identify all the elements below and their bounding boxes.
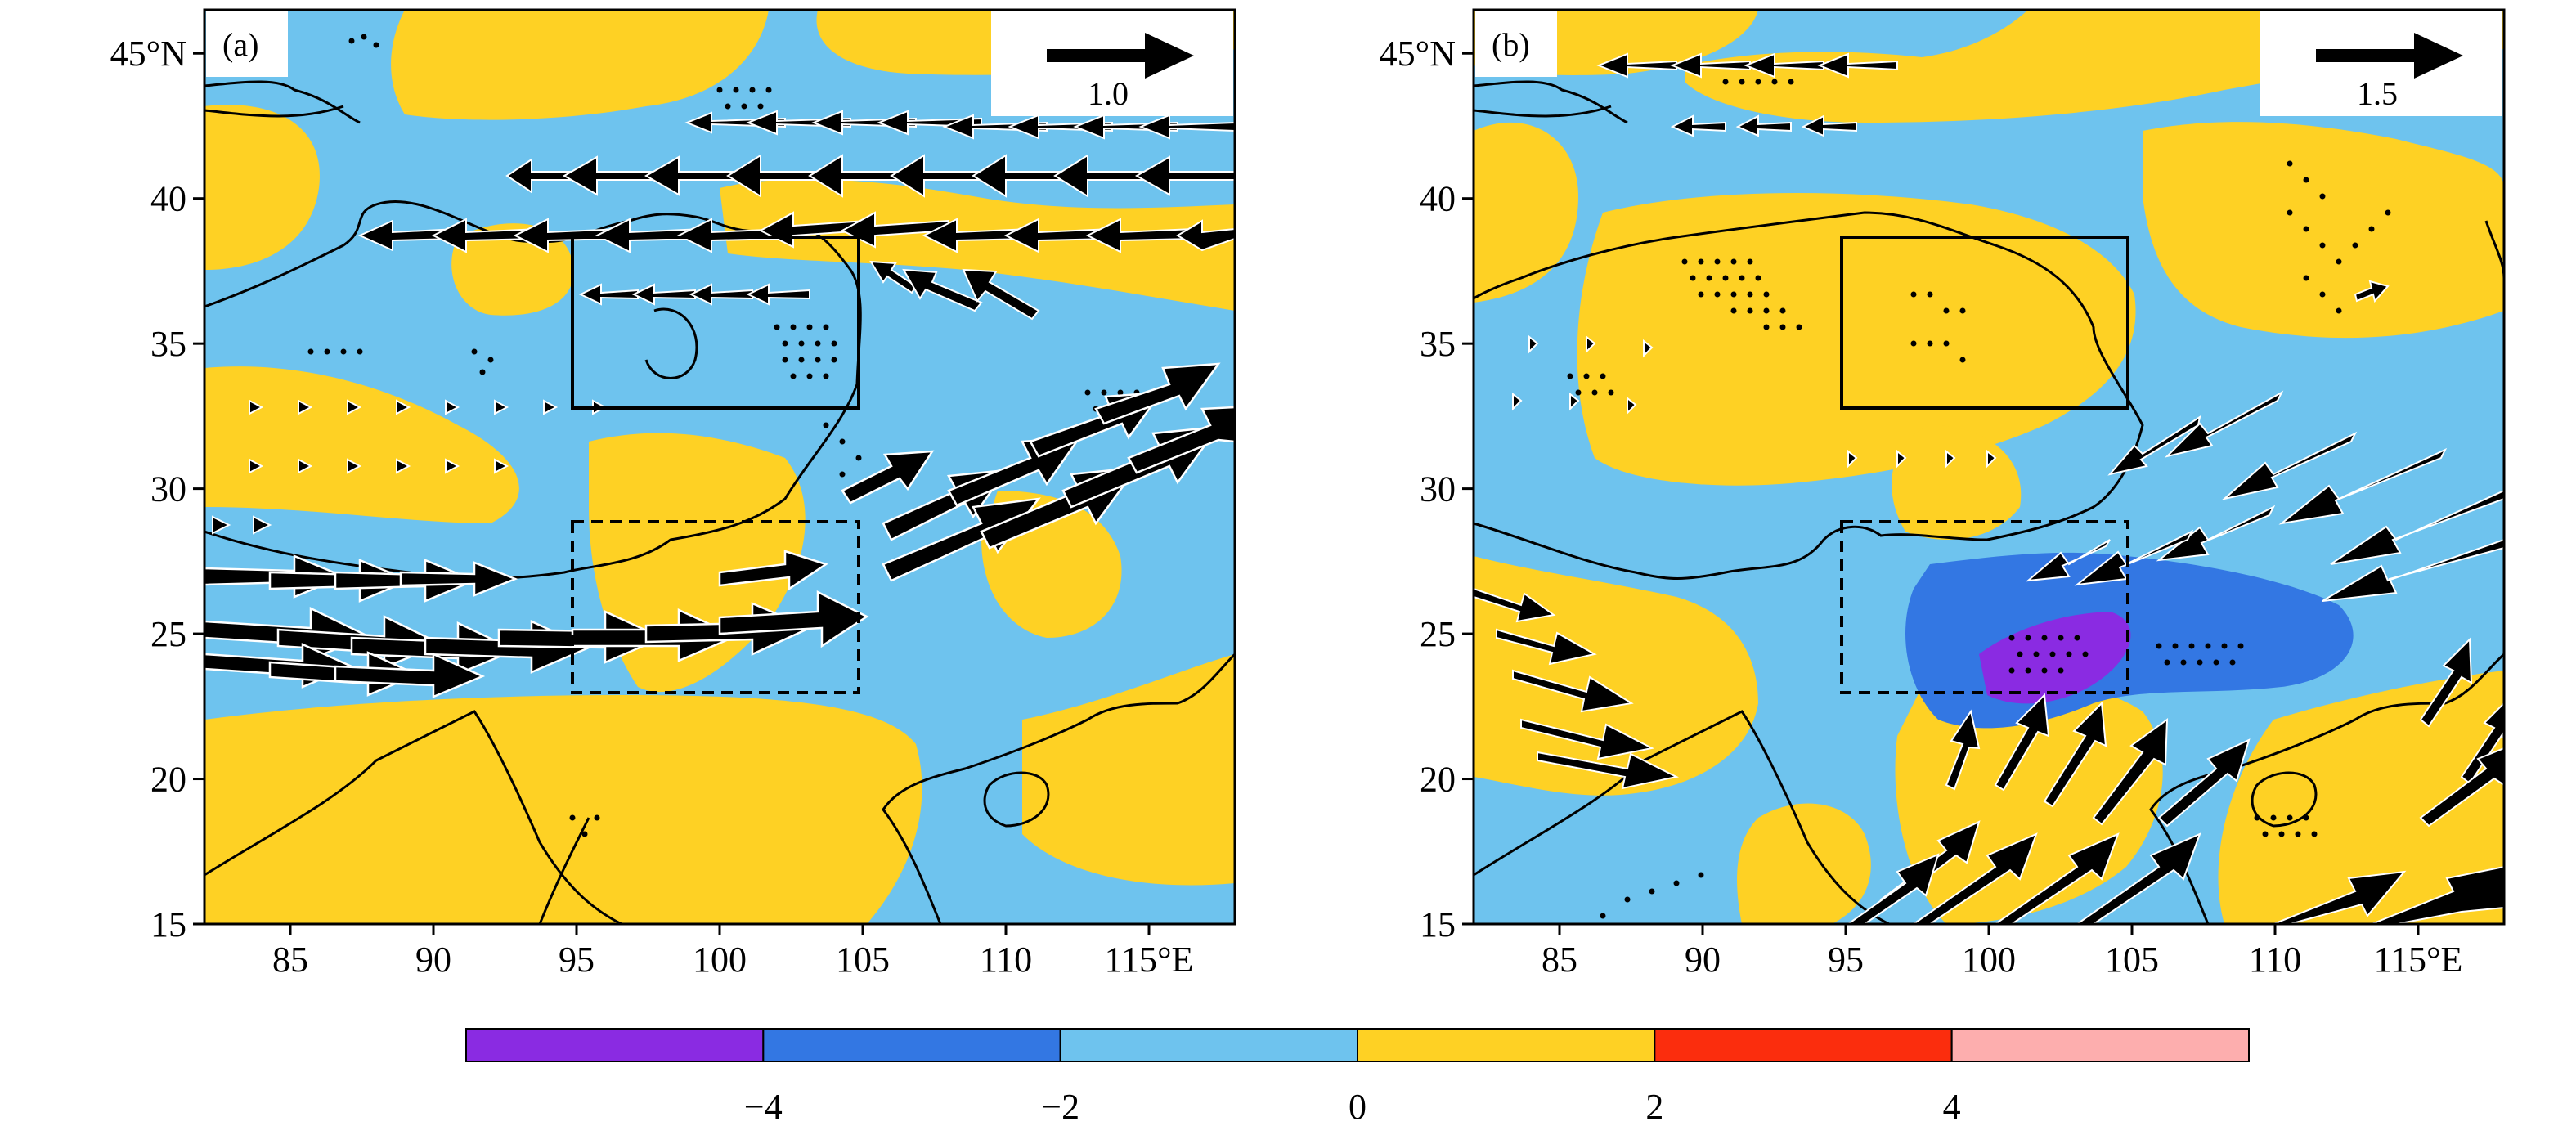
panel-a-lon-tick-label: 115°E	[1105, 940, 1194, 980]
panel-b-lat-tick-label: 20	[1420, 760, 1456, 800]
panel-b-lat-tick-label: 45°N	[1380, 34, 1456, 74]
panel-b-lon-tick-label: 115°E	[2374, 940, 2463, 980]
panel-b-lat-tick-label: 25	[1420, 614, 1456, 654]
panel-a-reference-vector-legend: 1.0	[991, 11, 1233, 116]
panel-b-dashed-box	[1840, 520, 2129, 694]
panel-b-map-area: (b) 1.5	[1474, 10, 2504, 924]
panel-a-coastlines-and-borders	[204, 80, 1235, 924]
panel-b-lon-tick-label: 110	[2249, 940, 2301, 980]
panel-b-positive-anomaly-regions	[1474, 10, 2504, 924]
panel-b-lon-tick-label: 90	[1685, 940, 1721, 980]
panel-b-lon-tick-label: 95	[1828, 940, 1864, 980]
panel-b-boxes	[1840, 236, 2129, 694]
panel-b-lon-tick-label: 105	[2105, 940, 2159, 980]
panel-a-lat-tick-label: 45°N	[110, 34, 186, 74]
panel-a-lon-tick-label: 100	[693, 940, 747, 980]
panel-a-map: (a) 1.0 45°N 40 35 30 25 20 15 85 90 95 100 105 110 1…	[110, 8, 1236, 980]
panel-a-lon-tick-label: 110	[980, 940, 1032, 980]
colorbar-bin	[1059, 1028, 1358, 1062]
colorbar-bin	[465, 1028, 765, 1062]
panel-b-map: (b) 1.5 45°N 40 35 30 25 20 15 85 90 95 100 105 110 1…	[1380, 8, 2506, 980]
panel-b-solid-box	[1840, 236, 2129, 410]
panel-a-boxes	[571, 236, 860, 694]
panel-b-reference-arrow-icon	[2316, 33, 2463, 79]
panel-b-axis-ticks: 45°N 40 35 30 25 20 15 85 90 95 100 105 110 115°E	[1380, 34, 2463, 980]
panel-b-wind-vectors	[1474, 52, 2504, 924]
panel-a-lat-tick-label: 20	[150, 760, 186, 800]
panel-a-significance-stippling	[307, 34, 1140, 837]
panel-a-lon-tick-label: 105	[836, 940, 890, 980]
colorbar-bin	[762, 1028, 1061, 1062]
panel-b-lat-tick-label: 30	[1420, 469, 1456, 509]
panel-b-lon-tick-label: 100	[1962, 940, 2016, 980]
colorbar-tick-label: 4	[1943, 1087, 1961, 1127]
panel-a-reference-arrow-icon	[1047, 33, 1194, 79]
panel-a-label: (a)	[222, 26, 258, 63]
panel-b-reference-vector-label: 1.5	[2357, 75, 2398, 112]
panel-a-lat-tick-label: 40	[150, 179, 186, 219]
panel-a-lon-tick-label: 90	[415, 940, 451, 980]
panel-b-purple-region	[1979, 612, 2131, 704]
panel-b-label: (b)	[1492, 26, 1530, 63]
panel-a-panel-label-box: (a)	[206, 11, 288, 77]
panel-a-lat-tick-label: 30	[150, 469, 186, 509]
panel-a-southwest-jet-arrows	[204, 362, 1235, 698]
panel-a-map-area: (a) 1.0	[204, 10, 1235, 924]
colorbar-bin	[1950, 1028, 2251, 1062]
colorbar-tick-label: −4	[744, 1087, 783, 1127]
colorbar-tick-label: −2	[1041, 1087, 1079, 1127]
colorbar-tick-label: 0	[1349, 1087, 1367, 1127]
panel-a-reference-vector-label: 1.0	[1088, 75, 1129, 112]
panel-a-dashed-box	[571, 520, 860, 694]
panel-b-panel-label-box: (b)	[1475, 11, 1557, 77]
colorbar-bin	[1357, 1028, 1656, 1062]
panel-b-reference-vector-legend: 1.5	[2260, 11, 2502, 116]
panel-a-solid-box	[571, 236, 860, 410]
panel-a-axis-ticks: 45°N 40 35 30 25 20 15 85 90 95 100 105 110 115°E	[110, 34, 1194, 980]
colorbar-tick-label: 2	[1645, 1087, 1663, 1127]
panel-b-lat-tick-label: 35	[1420, 324, 1456, 364]
colorbar: −4 −2 0 2 4	[465, 1028, 2251, 1127]
panel-a-lat-tick-label: 15	[150, 904, 186, 944]
panel-a-lat-tick-label: 35	[150, 324, 186, 364]
colorbar-bin	[1654, 1028, 1953, 1062]
panel-b-lon-tick-label: 85	[1542, 940, 1577, 980]
panel-a-lon-tick-label: 95	[559, 940, 595, 980]
panel-b-lat-tick-label: 40	[1420, 179, 1456, 219]
panel-a-lat-tick-label: 25	[150, 614, 186, 654]
panel-a-small-easterly-arrows	[212, 399, 608, 535]
panel-b-lat-tick-label: 15	[1420, 904, 1456, 944]
panel-a-lon-tick-label: 85	[272, 940, 308, 980]
